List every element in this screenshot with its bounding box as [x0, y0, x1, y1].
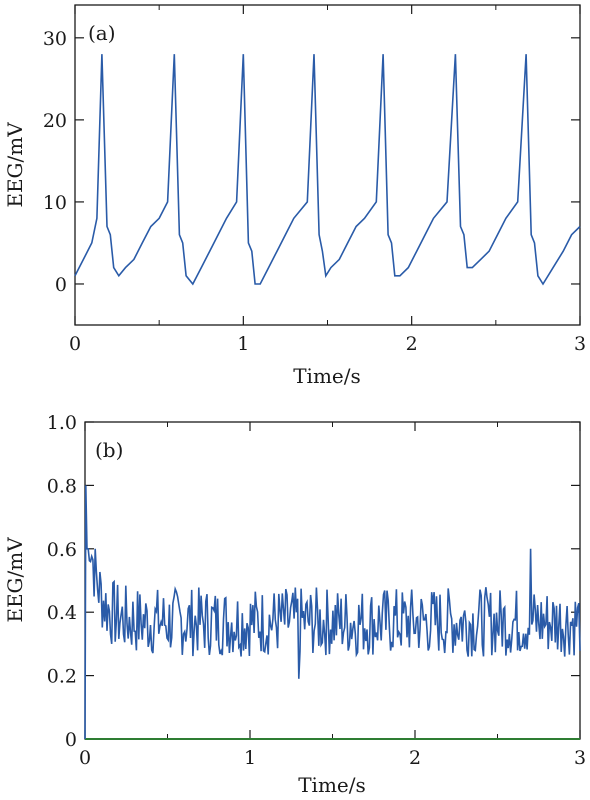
x-tick-label: 0	[69, 333, 81, 355]
panel-b-x-axis-label: Time/s	[298, 773, 366, 797]
panel-a-label: (a)	[88, 21, 116, 45]
y-tick-label: 1.0	[47, 412, 77, 434]
x-tick-label: 2	[409, 747, 421, 769]
x-tick-label: 0	[79, 747, 91, 769]
panel-b-x-ticks: 0 1 2 3	[79, 422, 586, 769]
panel-a-x-axis-label: Time/s	[293, 364, 361, 388]
panel-a-y-ticks: 0 10 20 30	[43, 28, 580, 296]
y-tick-label: 0.4	[47, 602, 77, 624]
y-tick-label: 0.2	[47, 666, 77, 688]
y-tick-label: 0.6	[47, 539, 77, 561]
y-tick-label: 20	[43, 110, 67, 132]
y-tick-label: 0	[55, 274, 67, 296]
y-tick-label: 0.8	[47, 475, 77, 497]
panel-a-x-ticks: 0 1 2 3	[69, 5, 586, 355]
x-tick-label: 1	[237, 333, 249, 355]
panel-b-frame	[84, 421, 581, 740]
panel-b: 0 1 2 3 0 0.2 0.4 0.6 0.8 1.0 (b) Time/s EEG/mV	[3, 412, 586, 797]
y-tick-label: 10	[43, 192, 67, 214]
x-tick-label: 3	[574, 333, 586, 355]
panel-b-y-ticks: 0 0.2 0.4 0.6 0.8 1.0	[47, 412, 580, 751]
x-tick-label: 1	[244, 747, 256, 769]
y-tick-label: 30	[43, 28, 67, 50]
panel-a: 0 1 2 3 0 10 20 30 (a) Time/s EEG/mV	[3, 4, 586, 388]
x-tick-label: 3	[574, 747, 586, 769]
panel-b-y-axis-label: EEG/mV	[3, 537, 27, 623]
panel-a-eeg-line	[74, 54, 581, 286]
y-tick-label: 0	[65, 729, 77, 751]
x-tick-label: 2	[406, 333, 418, 355]
panel-b-label: (b)	[95, 438, 123, 462]
panel-a-frame	[74, 4, 581, 326]
panel-b-eeg-line	[84, 485, 581, 740]
panel-a-y-axis-label: EEG/mV	[3, 122, 27, 208]
